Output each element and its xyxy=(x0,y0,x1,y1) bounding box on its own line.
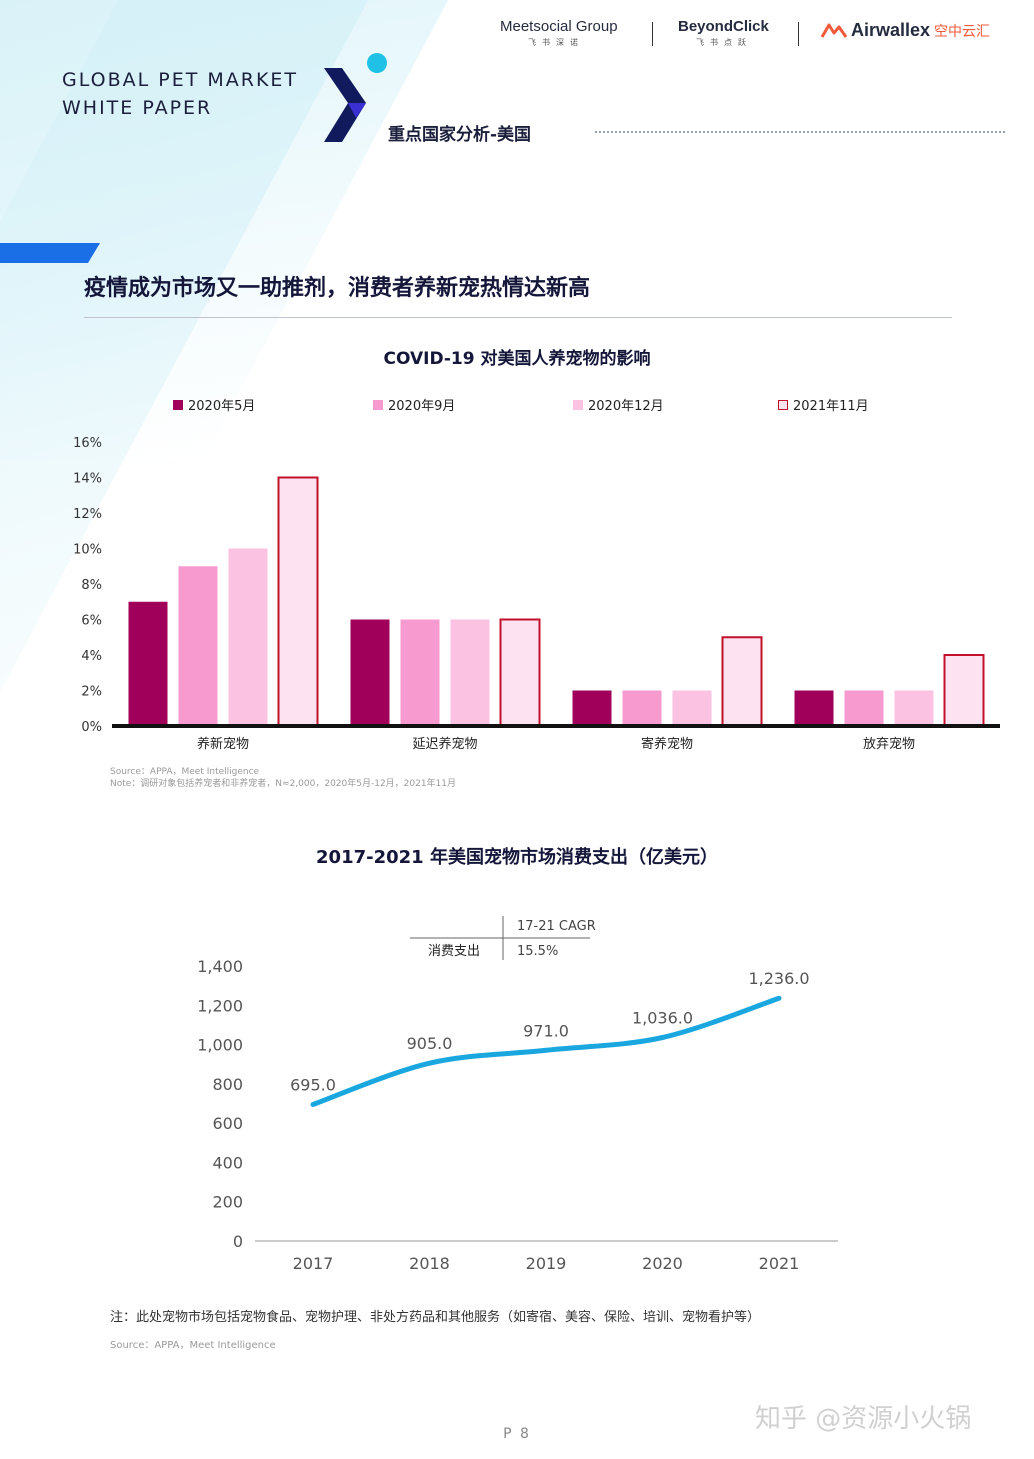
beyondclick-logo-name: BeyondClick xyxy=(678,18,769,35)
beyondclick-logo-sub: 飞书点跃 xyxy=(696,38,752,47)
y-tick-label: 10% xyxy=(73,543,102,558)
y-tick-label: 16% xyxy=(73,436,102,451)
x-tick-label: 2021 xyxy=(759,1254,800,1273)
bar xyxy=(894,690,934,726)
document-title: GLOBAL PET MARKET WHITE PAPER xyxy=(62,66,298,122)
chart1-title: COVID-19 对美国人养宠物的影响 xyxy=(383,349,651,369)
x-category-label: 寄养宠物 xyxy=(641,736,693,752)
y-tick-label: 14% xyxy=(73,472,102,487)
headline-rule xyxy=(84,317,952,318)
y-tick-label: 12% xyxy=(73,507,102,522)
legend-label: 2021年11月 xyxy=(793,399,869,414)
data-label: 1,036.0 xyxy=(632,1009,693,1028)
bar xyxy=(350,619,390,726)
y-tick-label: 0% xyxy=(81,720,102,735)
airwallex-logo-sub: 空中云汇 xyxy=(934,22,991,39)
bar xyxy=(943,654,985,727)
bar xyxy=(228,548,268,726)
airwallex-logo: Airwallex 空中云汇 xyxy=(820,20,990,41)
document-title-line2: WHITE PAPER xyxy=(62,97,213,119)
legend-label: 2020年5月 xyxy=(188,399,256,414)
bar xyxy=(277,476,319,727)
chart1-legend-item: 2020年9月 xyxy=(373,395,455,414)
x-tick-label: 2020 xyxy=(642,1254,683,1273)
legend-label: 2020年9月 xyxy=(388,399,456,414)
data-label: 1,236.0 xyxy=(748,969,809,988)
series-line xyxy=(310,995,782,1107)
airwallex-mark-icon xyxy=(820,23,848,38)
footnote: 注：此处宠物市场包括宠物食品、宠物护理、非处方药品和其他服务（如寄宿、美容、保险… xyxy=(110,1310,761,1325)
logo-separator xyxy=(652,22,653,46)
legend-swatch xyxy=(173,399,183,410)
chart1-source-line2: Note：调研对象包括养宠者和非养宠者，N≈2,000，2020年5月-12月，… xyxy=(110,779,457,789)
cagr-header: 17-21 CAGR xyxy=(517,919,596,934)
y-tick-label: 0 xyxy=(233,1232,243,1251)
dotted-divider xyxy=(595,131,1005,133)
logo-separator xyxy=(798,22,799,46)
y-tick-label: 4% xyxy=(81,649,102,664)
data-label: 905.0 xyxy=(407,1034,453,1053)
chart1-source-line1: Source：APPA，Meet Intelligence xyxy=(110,767,260,777)
chart1-legend-item: 2020年12月 xyxy=(573,395,664,414)
legend-swatch xyxy=(373,399,383,410)
watermark: 知乎 @资源小火锅 xyxy=(755,1404,972,1434)
chart1-legend-item: 2021年11月 xyxy=(778,395,869,414)
y-tick-label: 200 xyxy=(212,1193,243,1212)
legend-label: 2020年12月 xyxy=(588,399,664,414)
bar xyxy=(178,566,218,726)
y-tick-label: 6% xyxy=(81,614,102,629)
bar xyxy=(450,619,490,726)
brand-chevron-icon xyxy=(324,53,387,142)
page-number: P 8 xyxy=(503,1426,531,1442)
chart1-source: Source：APPA，Meet Intelligence Note：调研对象包… xyxy=(110,766,456,790)
cagr-row-label: 消费支出 xyxy=(428,944,480,959)
y-tick-label: 800 xyxy=(212,1075,243,1094)
y-tick-label: 400 xyxy=(212,1153,243,1172)
airwallex-logo-name: Airwallex xyxy=(851,20,931,40)
bar xyxy=(400,619,440,726)
document-title-line1: GLOBAL PET MARKET xyxy=(62,69,299,91)
meetsocial-logo-sub: 飞书深诺 xyxy=(528,38,584,47)
x-tick-label: 2018 xyxy=(409,1254,450,1273)
meetsocial-logo: Meetsocial Group 飞书深诺 xyxy=(500,18,618,48)
y-tick-label: 1,000 xyxy=(197,1036,243,1055)
bar xyxy=(794,690,834,726)
x-category-label: 养新宠物 xyxy=(197,736,249,752)
y-tick-label: 600 xyxy=(212,1114,243,1133)
meetsocial-logo-name: Meetsocial Group xyxy=(500,18,618,35)
bar xyxy=(622,690,662,726)
bar xyxy=(128,601,168,726)
data-label: 971.0 xyxy=(523,1021,569,1040)
bar-chart: 0% 2% 4% 6% 8% 10% 12% 14% 16% 养新宠物 延迟养宠物 寄养宠物 放弃宠物 xyxy=(73,436,1000,752)
x-category-label: 延迟养宠物 xyxy=(412,736,477,752)
partner-logos: Meetsocial Group 飞书深诺 BeyondClick 飞书点跃 A… xyxy=(0,18,1034,58)
chart2-title: 2017-2021 年美国宠物市场消费支出（亿美元） xyxy=(316,847,718,868)
x-tick-label: 2017 xyxy=(293,1254,334,1273)
page-headline: 疫情成为市场又一助推剂，消费者养新宠热情达新高 xyxy=(84,276,591,301)
y-tick-label: 8% xyxy=(81,578,102,593)
x-category-label: 放弃宠物 xyxy=(863,736,915,752)
y-tick-label: 1,200 xyxy=(197,996,243,1015)
beyondclick-logo: BeyondClick 飞书点跃 xyxy=(678,18,769,48)
bar xyxy=(844,690,884,726)
chart1-legend-item: 2020年5月 xyxy=(173,395,255,414)
x-tick-label: 2019 xyxy=(526,1254,567,1273)
headline-accent-bar xyxy=(0,243,100,263)
y-tick-label: 1,400 xyxy=(197,957,243,976)
data-label: 695.0 xyxy=(290,1075,336,1094)
y-tick-label: 2% xyxy=(81,685,102,700)
section-label: 重点国家分析-美国 xyxy=(388,125,532,145)
cagr-value: 15.5% xyxy=(517,944,558,959)
line-chart: 17-21 CAGR 消费支出 15.5% 0 200 400 600 800 1,000… xyxy=(197,916,838,1273)
legend-swatch xyxy=(573,399,583,410)
legend-swatch xyxy=(778,399,788,410)
bar xyxy=(672,690,712,726)
bar xyxy=(572,690,612,726)
chart2-source: Source：APPA，Meet Intelligence xyxy=(110,1340,276,1351)
